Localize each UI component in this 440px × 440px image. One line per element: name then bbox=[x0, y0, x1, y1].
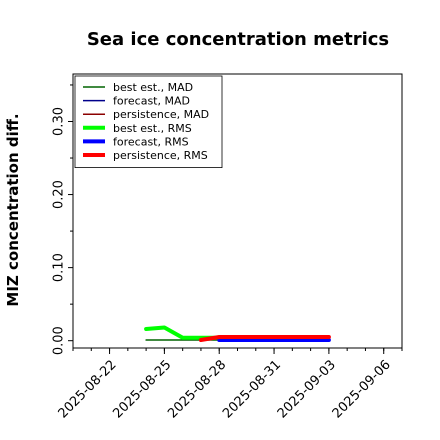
y-axis-label: MIZ concentration diff. bbox=[4, 113, 22, 306]
legend-label: persistence, MAD bbox=[113, 108, 209, 121]
y-tick-label: 0.30 bbox=[52, 107, 67, 136]
legend-box bbox=[74, 75, 223, 168]
x-tick-label: 2025-08-22 bbox=[56, 357, 120, 421]
x-tick-label: 2025-09-03 bbox=[275, 357, 339, 421]
legend-label: best est., RMS bbox=[113, 122, 192, 135]
y-tick-label: 0.00 bbox=[52, 326, 67, 355]
legend-label: forecast, RMS bbox=[113, 135, 189, 148]
legend-label: best est., MAD bbox=[113, 81, 193, 94]
series-line bbox=[198, 335, 331, 342]
legend-label: persistence, RMS bbox=[113, 149, 208, 162]
x-tick-label: 2025-09-06 bbox=[330, 357, 394, 421]
plot-frame bbox=[72, 73, 403, 349]
legend-label: forecast, MAD bbox=[113, 95, 190, 108]
chart-title: Sea ice concentration metrics bbox=[87, 29, 389, 50]
series-line bbox=[144, 325, 222, 340]
x-tick-label: 2025-08-25 bbox=[110, 357, 174, 421]
x-tick-label: 2025-08-28 bbox=[165, 357, 229, 421]
y-tick-label: 0.10 bbox=[52, 253, 67, 282]
x-tick-label: 2025-08-31 bbox=[220, 357, 284, 421]
y-tick-label: 0.20 bbox=[52, 180, 67, 209]
